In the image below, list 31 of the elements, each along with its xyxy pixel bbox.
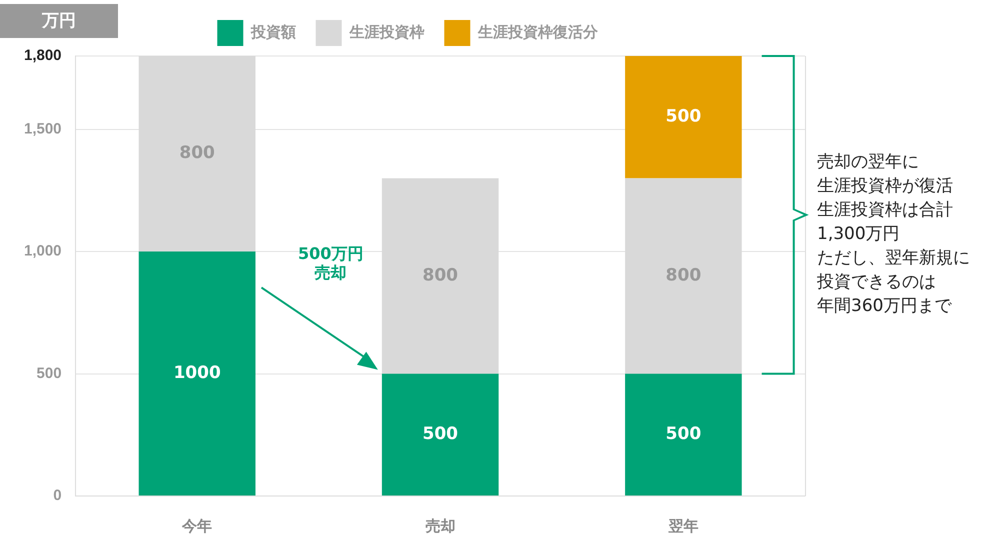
annotation: 500万円売却 — [298, 244, 364, 282]
y-tick-label: 500 — [36, 364, 62, 382]
legend-label: 生涯投資枠 — [348, 22, 424, 41]
bar — [625, 374, 742, 496]
bar — [138, 252, 256, 496]
text: 1,300万円 — [817, 223, 900, 245]
x-tick-label: 売却 — [425, 518, 456, 536]
text: 生涯投資枠が復活 — [817, 175, 953, 197]
y-tick-label: 1,800 — [24, 47, 62, 64]
bar — [382, 374, 499, 496]
data-label: 800 — [422, 265, 458, 286]
data-label: 500 — [422, 424, 458, 444]
y-tick-label: 0 — [53, 487, 62, 504]
data-label: 800 — [666, 265, 702, 286]
x-tick-label: 翌年 — [667, 518, 698, 536]
data-label: 1000 — [173, 362, 221, 383]
text: 売却の翌年に — [817, 151, 919, 173]
data-label: 500 — [666, 106, 702, 127]
legend-label: 生涯投資枠復活分 — [476, 22, 599, 41]
text: 投資できるのは — [817, 271, 936, 293]
y-axis-title: 万円 — [0, 4, 118, 38]
text: 生涯投資枠は合計 — [817, 199, 953, 221]
data-label: 800 — [179, 143, 216, 164]
y-tick-label: 1,000 — [24, 242, 62, 260]
y-tick-label: 1,500 — [24, 120, 62, 138]
legend-label: 投資額 — [250, 22, 296, 41]
text: ただし、翌年新規に — [817, 247, 970, 269]
x-tick-label: 今年 — [181, 518, 212, 536]
text: 年間360万円まで — [817, 295, 952, 317]
bar — [625, 56, 742, 178]
data-label: 500 — [666, 424, 702, 444]
